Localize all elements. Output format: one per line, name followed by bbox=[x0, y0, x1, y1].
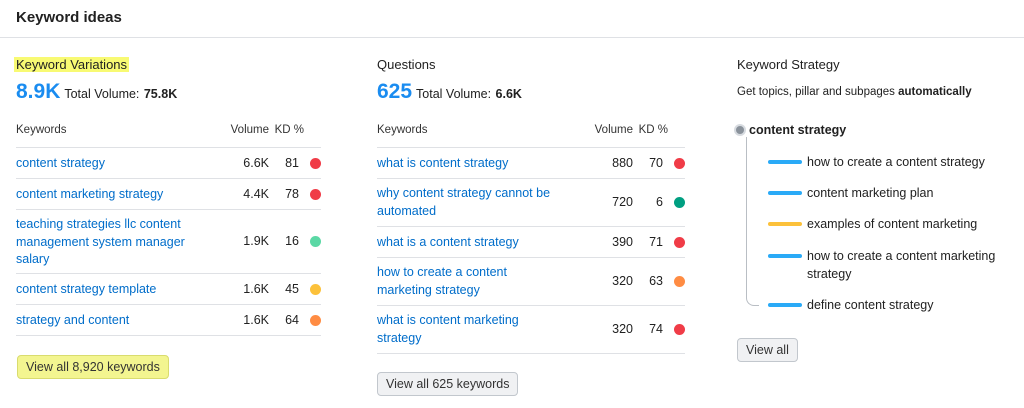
keyword-link[interactable]: why content strategy cannot be automated bbox=[377, 186, 551, 218]
variations-table-header: Keywords Volume KD % bbox=[16, 124, 321, 140]
column-header-keywords: Keywords bbox=[377, 124, 428, 136]
table-row: what is a content strategy 390 71 bbox=[377, 227, 685, 258]
tree-connector-line bbox=[746, 137, 759, 306]
view-all-strategy-button[interactable]: View all bbox=[737, 338, 798, 362]
strategy-tree: content strategy how to create a content… bbox=[736, 118, 1024, 318]
subpage-bar-icon bbox=[768, 254, 802, 258]
variations-total-label: Total Volume: bbox=[64, 87, 140, 101]
questions-title: Questions bbox=[377, 57, 436, 72]
volume-value: 4.4K bbox=[243, 187, 269, 201]
subtitle-bold: automatically bbox=[898, 86, 972, 98]
kd-value: 81 bbox=[285, 156, 299, 170]
keyword-link[interactable]: content marketing strategy bbox=[16, 187, 164, 201]
column-header-kd[interactable]: KD % bbox=[638, 124, 668, 136]
kd-difficulty-dot bbox=[310, 315, 321, 326]
keyword-link[interactable]: content strategy template bbox=[16, 282, 157, 296]
kd-difficulty-dot bbox=[674, 276, 685, 287]
kd-value: 16 bbox=[285, 234, 299, 248]
kd-difficulty-dot bbox=[674, 158, 685, 169]
volume-value: 1.9K bbox=[243, 234, 269, 248]
table-row: content marketing strategy 4.4K 78 bbox=[16, 179, 321, 210]
column-header-kd[interactable]: KD % bbox=[274, 124, 304, 136]
keyword-variations-section: Keyword Variations 8.9K Total Volume: 75.… bbox=[14, 38, 321, 408]
variations-total-value: 75.8K bbox=[143, 87, 178, 101]
table-row: why content strategy cannot be automated… bbox=[377, 179, 685, 227]
kd-value: 64 bbox=[285, 313, 299, 327]
table-row: how to create a content marketing strate… bbox=[377, 258, 685, 306]
kd-value: 78 bbox=[285, 187, 299, 201]
subpage-label: how to create a content strategy bbox=[807, 155, 985, 169]
volume-value: 720 bbox=[612, 195, 633, 209]
subpage-label: examples of content marketing bbox=[807, 217, 978, 231]
kd-value: 74 bbox=[649, 322, 663, 336]
table-row: content strategy template 1.6K 45 bbox=[16, 274, 321, 305]
table-row: content strategy 6.6K 81 bbox=[16, 148, 321, 179]
column-header-volume[interactable]: Volume bbox=[594, 124, 633, 136]
kd-difficulty-dot bbox=[310, 158, 321, 169]
kd-difficulty-dot bbox=[674, 197, 685, 208]
table-row: strategy and content 1.6K 64 bbox=[16, 305, 321, 336]
volume-value: 320 bbox=[612, 322, 633, 336]
keyword-link[interactable]: teaching strategies llc content manageme… bbox=[16, 217, 185, 266]
column-header-volume[interactable]: Volume bbox=[230, 124, 269, 136]
keyword-link[interactable]: strategy and content bbox=[16, 313, 130, 327]
tree-root-dot-icon bbox=[736, 126, 744, 134]
table-row: teaching strategies llc content manageme… bbox=[16, 210, 321, 274]
volume-value: 1.6K bbox=[243, 313, 269, 327]
variations-count[interactable]: 8.9K bbox=[16, 80, 61, 103]
questions-metric: 625 Total Volume: 6.6K bbox=[377, 80, 522, 104]
kd-value: 70 bbox=[649, 156, 663, 170]
volume-value: 6.6K bbox=[243, 156, 269, 170]
keyword-strategy-title: Keyword Strategy bbox=[737, 57, 840, 72]
keyword-link[interactable]: content strategy bbox=[16, 156, 105, 170]
volume-value: 390 bbox=[612, 235, 633, 249]
kd-difficulty-dot bbox=[310, 236, 321, 247]
questions-total-label: Total Volume: bbox=[416, 87, 492, 101]
volume-value: 320 bbox=[612, 274, 633, 288]
keyword-link[interactable]: what is a content strategy bbox=[377, 235, 519, 249]
column-header-keywords: Keywords bbox=[16, 124, 67, 136]
table-row: what is content marketing strategy 320 7… bbox=[377, 306, 685, 354]
view-all-questions-button[interactable]: View all 625 keywords bbox=[377, 372, 519, 396]
kd-value: 71 bbox=[649, 235, 663, 249]
panel-header: Keyword ideas bbox=[0, 0, 1024, 38]
questions-total-value: 6.6K bbox=[495, 87, 522, 101]
subpage-label: content marketing plan bbox=[807, 186, 934, 200]
questions-table: what is content strategy 880 70 why cont… bbox=[377, 147, 685, 354]
kd-difficulty-dot bbox=[674, 324, 685, 335]
subpage-bar-icon bbox=[768, 222, 802, 226]
subpage-label: define content strategy bbox=[807, 298, 934, 312]
kd-difficulty-dot bbox=[310, 284, 321, 295]
subpage-bar-icon bbox=[768, 160, 802, 164]
variations-table: content strategy 6.6K 81 content marketi… bbox=[16, 147, 321, 336]
keyword-link[interactable]: how to create a content marketing strate… bbox=[377, 265, 507, 297]
keyword-variations-title[interactable]: Keyword Variations bbox=[14, 57, 130, 72]
kd-value: 45 bbox=[285, 282, 299, 296]
keyword-strategy-section: Keyword Strategy Get topics, pillar and … bbox=[736, 38, 1024, 408]
subpage-bar-icon bbox=[768, 303, 802, 307]
subtitle-text: Get topics, pillar and subpages bbox=[737, 86, 899, 98]
questions-table-header: Keywords Volume KD % bbox=[377, 124, 685, 140]
variations-metric: 8.9K Total Volume: 75.8K bbox=[16, 80, 177, 104]
keyword-strategy-subtitle: Get topics, pillar and subpages automati… bbox=[737, 86, 972, 98]
kd-difficulty-dot bbox=[310, 189, 321, 200]
keyword-link[interactable]: what is content marketing strategy bbox=[377, 313, 519, 345]
view-all-variations-button[interactable]: View all 8,920 keywords bbox=[17, 355, 169, 379]
volume-value: 1.6K bbox=[243, 282, 269, 296]
panel-title: Keyword ideas bbox=[16, 9, 122, 26]
keyword-link[interactable]: what is content strategy bbox=[377, 156, 509, 170]
subpage-bar-icon bbox=[768, 191, 802, 195]
kd-difficulty-dot bbox=[674, 237, 685, 248]
questions-count[interactable]: 625 bbox=[377, 80, 413, 103]
questions-section: Questions 625 Total Volume: 6.6K Keywords… bbox=[377, 38, 685, 408]
volume-value: 880 bbox=[612, 156, 633, 170]
kd-value: 6 bbox=[656, 195, 663, 209]
tree-root-topic[interactable]: content strategy bbox=[749, 123, 847, 137]
kd-value: 63 bbox=[649, 274, 663, 288]
table-row: what is content strategy 880 70 bbox=[377, 148, 685, 179]
subpage-label: how to create a content marketing strate… bbox=[807, 249, 996, 281]
